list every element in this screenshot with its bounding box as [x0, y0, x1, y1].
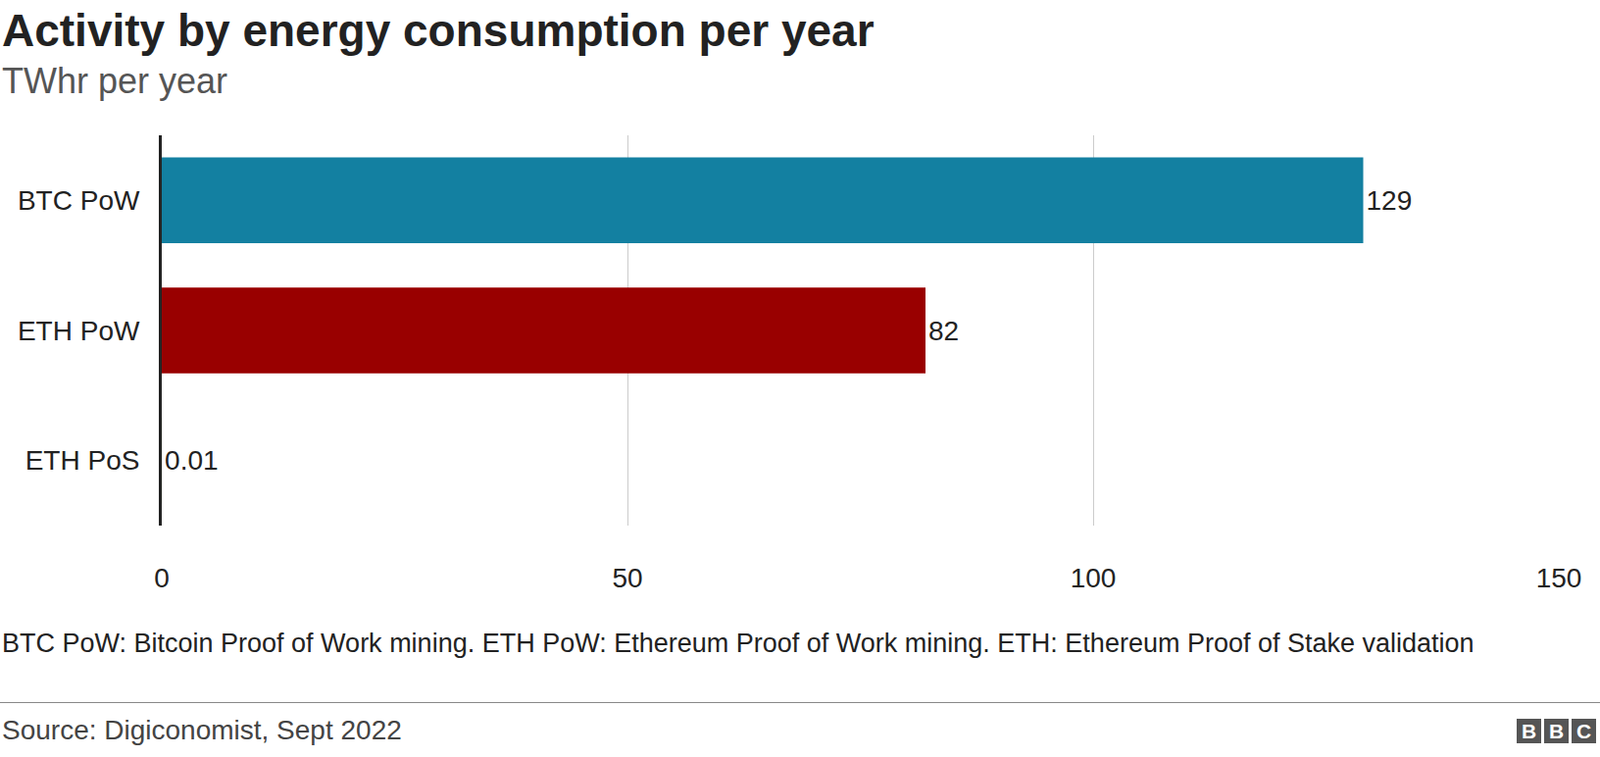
html-text:BTC PoW: Bitcoin Proof of Work: BTC PoW: Bitcoin Proof of Work mining. E… — [1, 628, 1475, 658]
html-text:TWhr per year: TWhr per year — [1, 60, 228, 101]
svg-text:129: 129 — [1366, 185, 1413, 216]
svg-text:ETH PoS: ETH PoS — [25, 445, 141, 476]
html-text:Source: Digiconomist, Sept 202: Source: Digiconomist, Sept 2022 — [1, 714, 402, 746]
svg-text:150: 150 — [1536, 562, 1583, 594]
svg-text:0: 0 — [153, 562, 170, 594]
html-text:B: B — [1521, 719, 1537, 743]
html-text:C: C — [1576, 719, 1592, 743]
svg-text:0.01: 0.01 — [164, 445, 219, 476]
svg-text:100: 100 — [1070, 562, 1117, 594]
svg-text:50: 50 — [611, 562, 643, 594]
svg-text:BTC PoW: BTC PoW — [17, 185, 141, 216]
html-text:B: B — [1548, 719, 1564, 743]
svg-text:ETH PoW: ETH PoW — [17, 315, 141, 347]
html-text:Activity by energy consumption: Activity by energy consumption per year — [1, 4, 875, 56]
svg-text:82: 82 — [928, 315, 959, 347]
